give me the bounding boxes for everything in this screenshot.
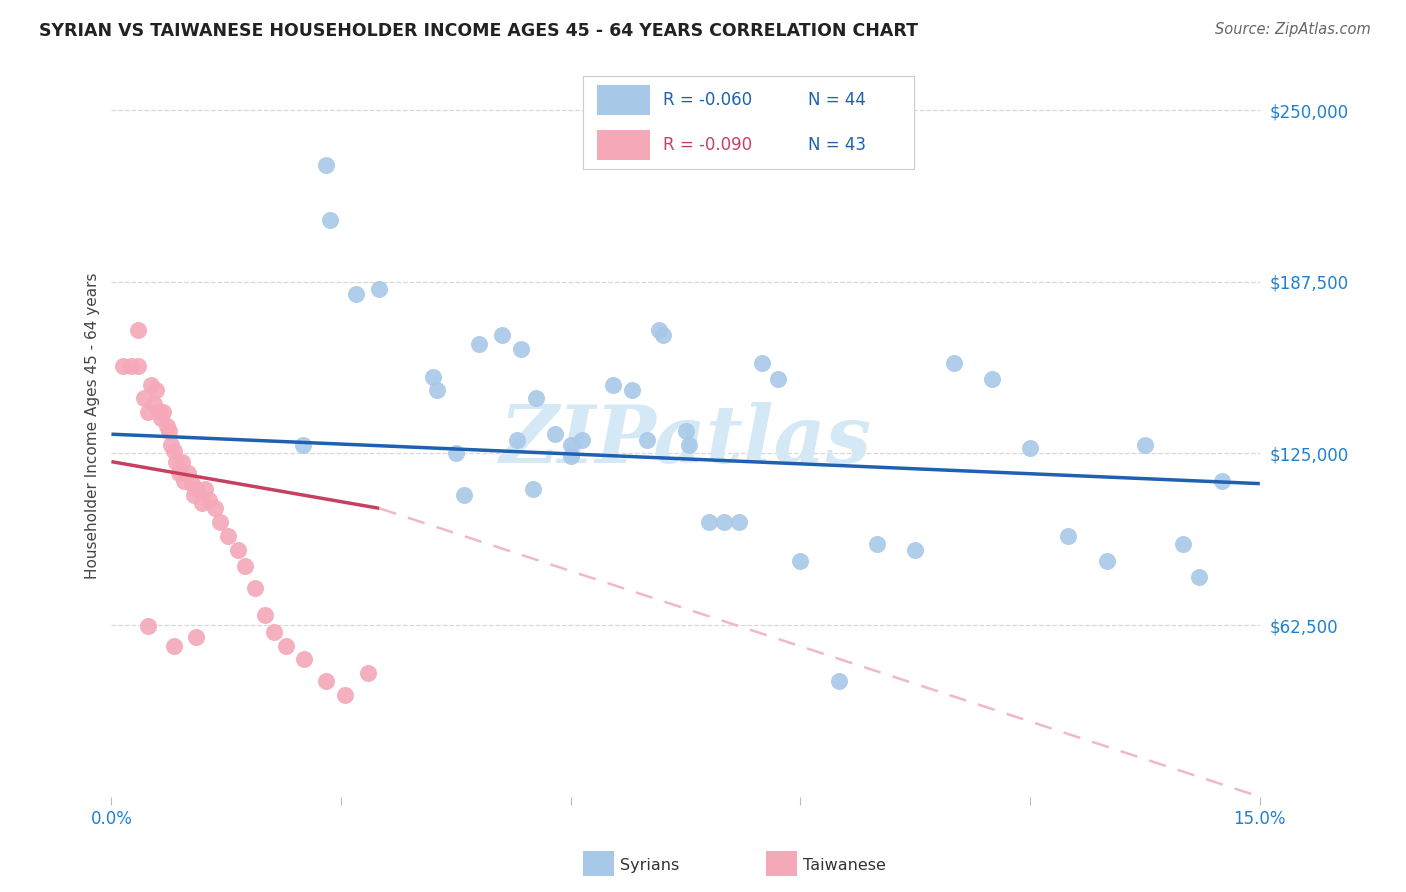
Point [204, 501, 226, 516]
Point [253, 608, 276, 623]
Point [177, 466, 200, 480]
Point [621, 383, 644, 397]
Text: Taiwanese: Taiwanese [803, 858, 886, 872]
Text: R = -0.090: R = -0.090 [662, 136, 752, 154]
Bar [596, 130, 650, 160]
Point [904, 542, 927, 557]
Point [522, 482, 544, 496]
Point [170, 455, 193, 469]
Point [152, 405, 174, 419]
Point [560, 438, 582, 452]
Point [166, 455, 188, 469]
Point [422, 369, 444, 384]
Point [675, 425, 697, 439]
Point [510, 342, 533, 356]
Point [942, 356, 965, 370]
Point [560, 449, 582, 463]
Point [291, 438, 314, 452]
Point [315, 674, 337, 689]
Point [136, 619, 159, 633]
Point [453, 487, 475, 501]
Point [648, 323, 671, 337]
Point [506, 433, 529, 447]
Point [315, 158, 337, 172]
Point [160, 438, 183, 452]
Point [157, 425, 180, 439]
Point [127, 359, 149, 373]
Point [980, 372, 1002, 386]
Point [828, 674, 851, 689]
Point [194, 482, 217, 496]
Point [142, 397, 165, 411]
Text: ZIPatlas: ZIPatlas [499, 402, 872, 480]
Point [491, 328, 513, 343]
Point [544, 427, 567, 442]
Point [524, 392, 547, 406]
Point [274, 639, 297, 653]
Point [163, 639, 186, 653]
Point [751, 356, 773, 370]
Point [127, 323, 149, 337]
Point [728, 515, 751, 529]
Text: Source: ZipAtlas.com: Source: ZipAtlas.com [1215, 22, 1371, 37]
Point [678, 438, 700, 452]
Point [651, 328, 673, 343]
Point [183, 487, 205, 501]
Point [226, 542, 249, 557]
Point [766, 372, 789, 386]
Text: R = -0.060: R = -0.060 [662, 91, 752, 109]
Point [368, 282, 391, 296]
Text: N = 43: N = 43 [808, 136, 866, 154]
Point [697, 515, 720, 529]
Point [132, 392, 155, 406]
Point [136, 405, 159, 419]
Point [1173, 537, 1195, 551]
Point [318, 213, 340, 227]
Point [150, 410, 173, 425]
Y-axis label: Householder Income Ages 45 - 64 years: Householder Income Ages 45 - 64 years [86, 273, 100, 579]
Point [155, 419, 177, 434]
Point [209, 515, 232, 529]
Point [148, 405, 170, 419]
Text: Syrians: Syrians [620, 858, 679, 872]
Point [1057, 529, 1080, 543]
Point [120, 359, 142, 373]
Point [186, 482, 208, 496]
Point [1095, 553, 1118, 567]
Text: N = 44: N = 44 [808, 91, 866, 109]
Point [1187, 570, 1209, 584]
Point [173, 474, 195, 488]
Point [1019, 441, 1042, 455]
Point [184, 631, 207, 645]
Point [245, 581, 267, 595]
Point [167, 466, 190, 480]
Point [468, 336, 491, 351]
Point [602, 377, 624, 392]
Point [235, 559, 257, 574]
Point [866, 537, 889, 551]
Point [141, 377, 163, 392]
Point [444, 446, 467, 460]
Point [292, 652, 315, 666]
Text: SYRIAN VS TAIWANESE HOUSEHOLDER INCOME AGES 45 - 64 YEARS CORRELATION CHART: SYRIAN VS TAIWANESE HOUSEHOLDER INCOME A… [39, 22, 918, 40]
Point [217, 529, 239, 543]
Point [333, 688, 356, 702]
Point [145, 383, 167, 397]
Point [163, 443, 186, 458]
Point [789, 553, 811, 567]
Point [111, 359, 134, 373]
Point [1133, 438, 1156, 452]
Point [180, 476, 202, 491]
Point [713, 515, 735, 529]
Point [571, 433, 593, 447]
Point [357, 666, 380, 681]
Point [426, 383, 449, 397]
Point [198, 493, 221, 508]
Bar [596, 85, 650, 115]
Point [344, 287, 367, 301]
Point [636, 433, 658, 447]
Point [1211, 474, 1233, 488]
Point [190, 496, 212, 510]
Point [263, 624, 285, 639]
